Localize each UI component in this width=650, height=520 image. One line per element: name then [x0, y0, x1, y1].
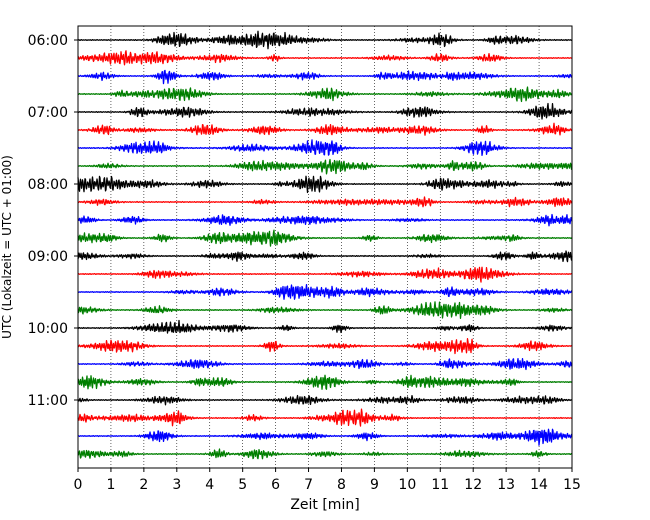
- x-tick-label: 12: [464, 477, 482, 493]
- y-tick-label: 07:00: [28, 105, 68, 121]
- seismic-trace: [77, 50, 573, 66]
- y-axis-ticks: 06:00 07:00 08:00 09:00 10:00 11:00: [28, 33, 78, 409]
- seismic-trace: [77, 283, 573, 300]
- seismic-trace: [77, 122, 573, 136]
- seismic-trace: [77, 358, 573, 371]
- seismic-trace: [77, 102, 573, 120]
- seismic-trace: [77, 158, 573, 175]
- seismic-trace: [77, 69, 573, 85]
- x-axis-ticks: 0 1 2 3 4 5 6 7 8 9 10 11 12 13 14 15: [74, 468, 581, 493]
- seismic-trace: [77, 196, 573, 208]
- y-tick-label: 09:00: [28, 249, 68, 265]
- y-tick-label: 06:00: [28, 33, 68, 49]
- seismic-trace: [77, 30, 573, 50]
- x-tick-label: 9: [370, 477, 379, 493]
- x-tick-label: 10: [398, 477, 416, 493]
- seismic-trace: [77, 408, 573, 427]
- seismic-trace: [77, 428, 573, 446]
- x-tick-label: 1: [106, 477, 115, 493]
- x-tick-label: 15: [563, 477, 581, 493]
- y-tick-label: 11:00: [28, 393, 68, 409]
- seismic-trace: [77, 338, 573, 355]
- seismic-trace: [77, 139, 573, 156]
- x-tick-label: 5: [238, 477, 247, 493]
- traces: [77, 30, 573, 460]
- x-tick-label: 8: [337, 477, 346, 493]
- seismic-trace: [77, 175, 573, 194]
- plot-frame: [77, 25, 573, 469]
- x-tick-label: 6: [271, 477, 280, 493]
- seismic-trace: [77, 319, 573, 334]
- seismic-trace: [77, 213, 573, 227]
- seismic-trace: [77, 266, 573, 283]
- x-tick-label: 0: [74, 477, 83, 493]
- x-axis-label: Zeit [min]: [290, 497, 359, 513]
- x-tick-label: 4: [205, 477, 214, 493]
- seismic-trace: [77, 229, 573, 247]
- seismic-trace: [77, 301, 573, 319]
- x-tick-label: 7: [304, 477, 313, 493]
- x-tick-label: 14: [530, 477, 548, 493]
- seismic-trace: [77, 374, 573, 390]
- seismic-trace: [77, 250, 573, 263]
- x-tick-label: 13: [497, 477, 515, 493]
- y-tick-label: 08:00: [28, 177, 68, 193]
- x-tick-label: 2: [139, 477, 148, 493]
- x-tick-label: 3: [172, 477, 181, 493]
- y-axis-label: UTC (Lokalzeit = UTC + 01:00): [0, 155, 14, 339]
- seismic-trace: [77, 86, 573, 103]
- x-tick-label: 11: [431, 477, 449, 493]
- seismic-trace: [77, 394, 573, 406]
- seismic-trace: [77, 448, 573, 460]
- y-tick-label: 10:00: [28, 321, 68, 337]
